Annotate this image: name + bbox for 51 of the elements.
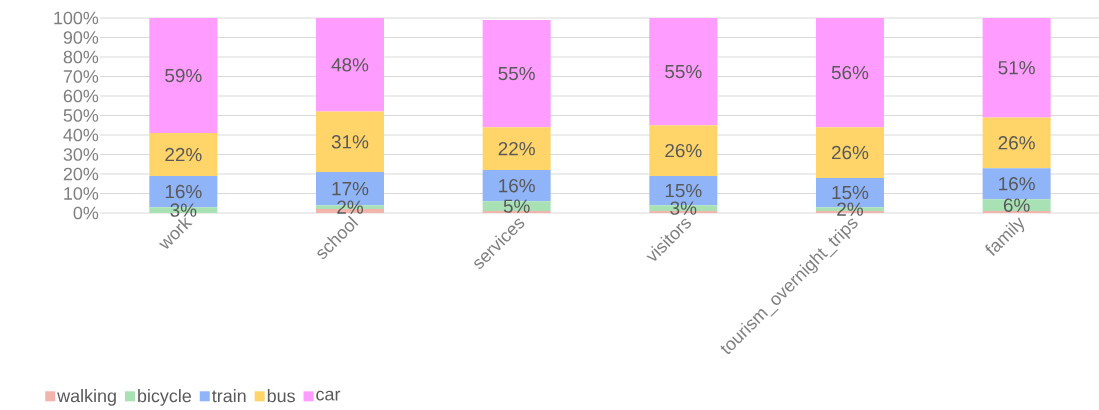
- data-label: 22%: [165, 147, 202, 162]
- bar: [482, 201, 551, 212]
- y-tick-label: 100%: [54, 11, 99, 25]
- bar: [815, 127, 884, 178]
- bar: [649, 18, 718, 126]
- data-label: 56%: [831, 65, 869, 80]
- legend-label: walking: [57, 389, 116, 406]
- data-label: 55%: [498, 66, 535, 81]
- y-tick-label: 30%: [63, 148, 99, 161]
- data-label: 55%: [665, 64, 702, 79]
- data-label: 48%: [331, 58, 369, 72]
- legend-label: train: [212, 389, 246, 403]
- legend-label: bicycle: [138, 389, 191, 406]
- data-label: 17%: [332, 182, 369, 196]
- data-label: 16%: [165, 184, 202, 199]
- data-label: 3%: [170, 203, 197, 217]
- data-label: 31%: [331, 135, 369, 149]
- bar: [982, 168, 1051, 200]
- bar: [982, 18, 1051, 118]
- data-label: 16%: [999, 177, 1035, 191]
- data-label: 26%: [998, 136, 1035, 150]
- bar: [315, 111, 384, 173]
- data-label: 26%: [831, 145, 869, 160]
- data-label: 15%: [832, 185, 869, 200]
- bar: [482, 19, 551, 128]
- bar: [149, 133, 218, 176]
- bar: [149, 18, 218, 134]
- bar: [815, 18, 884, 128]
- legend-label: bus: [267, 389, 295, 403]
- data-label: 51%: [998, 61, 1035, 75]
- y-tick-label: 40%: [63, 128, 99, 142]
- data-label: 59%: [165, 68, 202, 83]
- y-tick-label: 50%: [63, 109, 99, 122]
- y-tick-label: 0%: [73, 206, 99, 220]
- y-tick-label: 70%: [63, 70, 99, 83]
- bar: [482, 127, 551, 171]
- y-tick-label: 80%: [63, 50, 99, 64]
- y-tick-label: 20%: [63, 167, 99, 181]
- data-label: 26%: [665, 143, 702, 158]
- bar: [315, 18, 384, 112]
- legend-label: car: [316, 390, 341, 401]
- data-label: 5%: [503, 199, 530, 213]
- data-label: 15%: [665, 183, 702, 198]
- y-tick-label: 60%: [63, 89, 99, 103]
- y-tick-label: 10%: [64, 187, 99, 200]
- bar: [982, 117, 1051, 169]
- y-tick-label: 90%: [63, 31, 99, 44]
- data-label: 6%: [1003, 198, 1030, 212]
- data-label: 22%: [498, 141, 535, 156]
- data-label: 16%: [499, 178, 535, 193]
- bar: [649, 125, 718, 176]
